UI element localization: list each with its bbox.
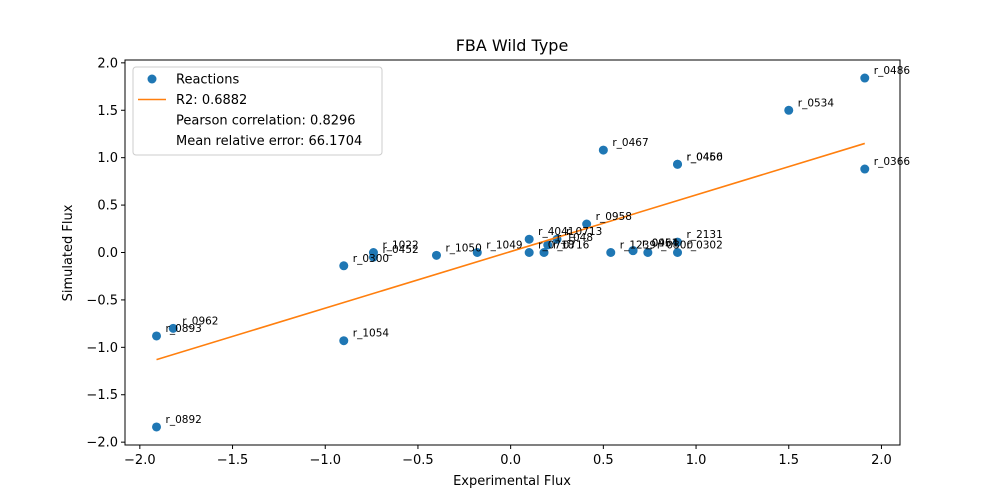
data-point [860, 164, 870, 174]
y-tick-label: −1.5 [86, 388, 118, 403]
y-tick-label: 1.5 [97, 104, 118, 119]
y-axis-label: Simulated Flux [61, 204, 76, 301]
data-point [673, 159, 683, 169]
data-point [673, 248, 683, 257]
point-label: r_4041 [538, 226, 574, 238]
point-label: r_0300 [353, 253, 389, 265]
y-tick-label: 2.0 [97, 56, 118, 71]
point-label: r_0893 [166, 323, 202, 335]
data-point [543, 240, 553, 250]
x-axis-label: Experimental Flux [453, 474, 571, 489]
legend-marker-reactions [147, 74, 157, 84]
point-label: r_0300 [657, 240, 693, 252]
point-label: r_0467 [612, 137, 648, 149]
point-label: r_0486 [874, 65, 911, 77]
legend-box [132, 66, 383, 156]
data-point [524, 234, 534, 244]
point-label: r_0454 [642, 238, 679, 250]
legend-entry: Reactions [176, 73, 239, 88]
y-tick-label: −0.5 [86, 293, 118, 308]
point-label: r_1054 [353, 328, 390, 340]
point-label: r_0958 [596, 211, 632, 223]
y-tick-label: 0.5 [97, 199, 118, 214]
x-tick-label: 0.0 [500, 453, 521, 468]
x-tick-label: 1.0 [686, 453, 707, 468]
y-axis: −2.0 −1.5 −1.0 −0.5 0.0 0.5 1.0 1.5 2.0 [86, 56, 125, 451]
data-point [472, 248, 482, 257]
data-point [860, 73, 870, 83]
x-tick-label: 0.5 [593, 453, 614, 468]
point-label: r_0302 [687, 240, 723, 252]
point-label: r_1050 [445, 242, 481, 254]
legend-entry: Mean relative error: 66.1704 [176, 134, 362, 149]
point-label: r_1049 [486, 240, 522, 252]
x-tick-label: −2.0 [124, 453, 156, 468]
data-point [643, 248, 653, 257]
point-label: r_0713 [566, 226, 602, 238]
point-label: r_0961 [642, 238, 678, 250]
legend-entry: Pearson correlation: 0.8296 [176, 114, 356, 129]
data-point [339, 336, 349, 346]
data-point [168, 323, 178, 333]
point-label: r_0366 [874, 156, 911, 168]
fit-line [156, 142, 866, 361]
chart-title: FBA Wild Type [456, 36, 569, 55]
point-label: r_0718 [538, 240, 574, 252]
data-point [431, 250, 441, 260]
point-label: r_0962 [182, 315, 218, 327]
y-tick-label: −1.0 [86, 341, 118, 356]
data-point [628, 246, 638, 256]
x-axis: −2.0 −1.5 −1.0 −0.5 0.0 0.5 1.0 1.5 2.0 [124, 445, 892, 468]
point-label: r_2131 [687, 229, 723, 241]
data-point [784, 105, 794, 115]
data-point [339, 261, 349, 271]
data-point [582, 219, 592, 229]
point-label: r_0450 [687, 151, 723, 163]
x-tick-label: 2.0 [871, 453, 892, 468]
point-label: r_1239 [620, 240, 656, 252]
y-tick-label: 1.0 [97, 151, 118, 166]
data-point [368, 252, 378, 262]
point-label: r_0716 [553, 240, 590, 252]
x-tick-label: −0.5 [402, 453, 434, 468]
y-tick-label: 0.0 [97, 246, 118, 261]
point-label: r_1048 [557, 232, 593, 244]
data-point [152, 422, 162, 432]
x-tick-label: −1.5 [217, 453, 249, 468]
data-point [539, 248, 549, 257]
data-point [152, 331, 162, 341]
legend: Reactions R2: 0.6882 Pearson correlation: … [132, 66, 383, 156]
point-label: r_0534 [798, 97, 835, 109]
point-label: r_1022 [382, 240, 418, 252]
data-point [606, 248, 616, 257]
point-label: r_0466 [687, 151, 724, 163]
legend-entry: R2: 0.6882 [176, 93, 247, 108]
data-point [524, 248, 534, 257]
point-label: r_0892 [166, 414, 202, 426]
data-point [673, 237, 683, 247]
x-tick-label: 1.5 [778, 453, 799, 468]
data-point [598, 145, 608, 155]
y-tick-label: −2.0 [86, 436, 118, 451]
point-label: r_0452 [382, 244, 418, 256]
x-tick-label: −1.0 [309, 453, 341, 468]
